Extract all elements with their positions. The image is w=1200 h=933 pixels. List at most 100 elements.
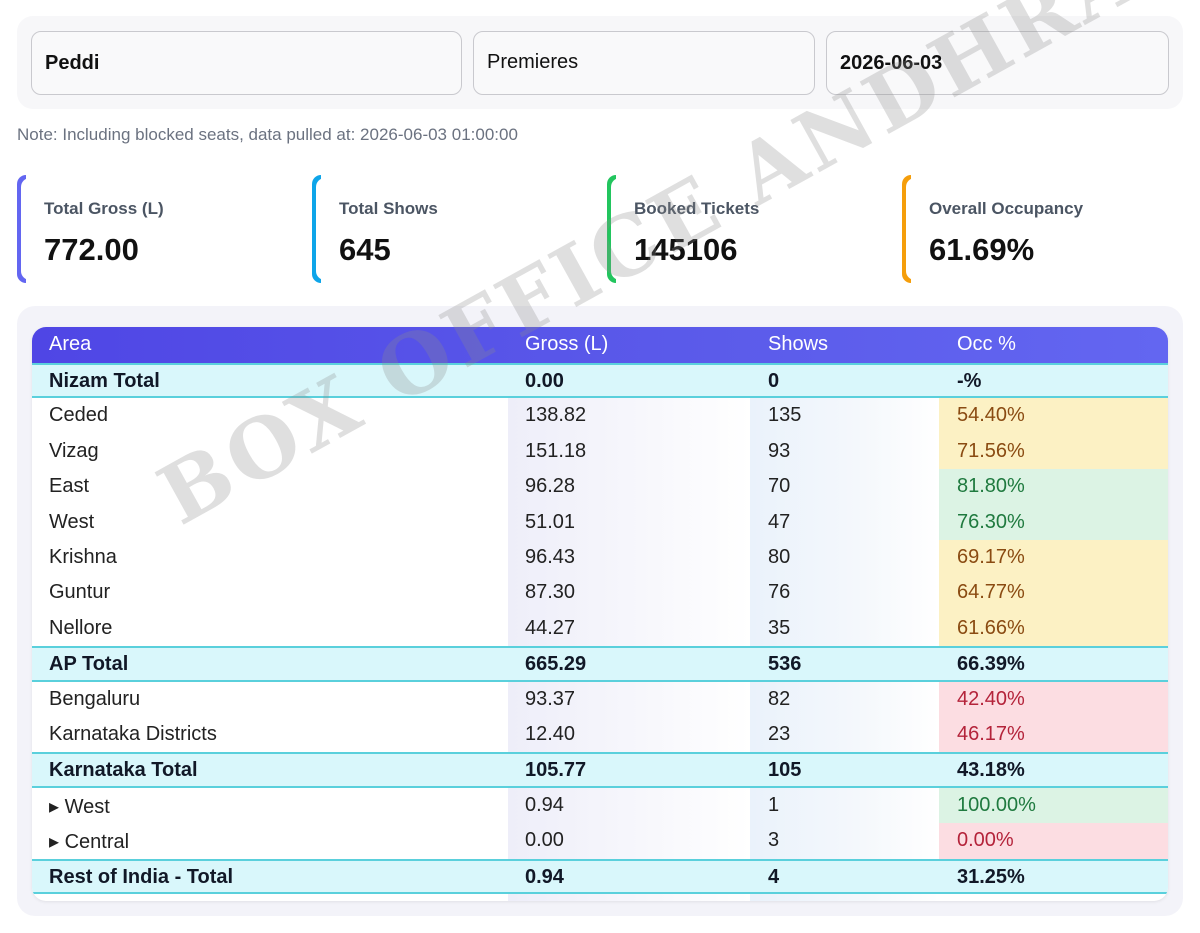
occupancy-highlight bbox=[939, 398, 1168, 434]
header-gross[interactable]: Gross (L) bbox=[525, 333, 609, 355]
card-value: 772.00 bbox=[44, 232, 139, 267]
table-row: Vizag 151.18 93 71.56% bbox=[32, 433, 1168, 470]
cell-area: Karnataka Total bbox=[49, 759, 198, 782]
cell-occupancy: 81.80% bbox=[957, 475, 1025, 498]
occupancy-highlight bbox=[939, 540, 1168, 576]
date-input[interactable]: 2026-06-03 bbox=[826, 31, 1169, 95]
occupancy-highlight bbox=[939, 610, 1168, 647]
card-label: Total Shows bbox=[339, 199, 438, 218]
overall-occupancy-card: Overall Occupancy 61.69% bbox=[902, 175, 1182, 283]
cell-gross: 51.01 bbox=[525, 510, 576, 533]
cell-occupancy: 54.40% bbox=[957, 404, 1025, 427]
cell-gross: 96.43 bbox=[525, 546, 576, 568]
cell-area: ▸ Central bbox=[49, 831, 130, 854]
card-value: 61.69% bbox=[929, 232, 1035, 267]
table-row: West 51.01 47 76.30% bbox=[32, 504, 1168, 540]
cell-gross: 44.27 bbox=[525, 616, 576, 639]
cell-area: Krishna bbox=[49, 546, 117, 568]
header-shows[interactable]: Shows bbox=[768, 333, 829, 355]
cell-shows: 0 bbox=[768, 370, 780, 392]
cell-occupancy: 76.30% bbox=[957, 510, 1025, 533]
cell-occupancy: 0.00% bbox=[957, 829, 1014, 852]
cell-area: East bbox=[49, 475, 90, 498]
cell-shows: 47 bbox=[768, 510, 791, 533]
card-value: 145106 bbox=[634, 232, 738, 267]
booked-tickets-card: Booked Tickets 145106 bbox=[607, 175, 887, 283]
cell-area: Bengaluru bbox=[49, 687, 141, 710]
card-value: 645 bbox=[339, 232, 391, 267]
occupancy-highlight bbox=[939, 823, 1168, 859]
header-area[interactable]: Area bbox=[49, 333, 92, 355]
table-total-row: Karnataka Total 105.77 105 43.18% bbox=[32, 752, 1168, 788]
table-row: ▸ Central 0.00 3 0.00% bbox=[32, 823, 1168, 859]
table-row: East 96.28 70 81.80% bbox=[32, 469, 1168, 505]
table-row: Bengaluru 93.37 82 42.40% bbox=[32, 681, 1168, 717]
shows-column-shade bbox=[750, 363, 939, 901]
table-panel: Area Gross (L) Shows Occ % Nizam Total 0.… bbox=[17, 306, 1183, 916]
occupancy-highlight bbox=[939, 717, 1168, 753]
cell-shows: 35 bbox=[768, 616, 791, 639]
cell-area: ▸ West bbox=[49, 795, 110, 818]
cell-gross: 665.29 bbox=[525, 653, 587, 676]
table-row: Karnataka Districts 12.40 23 46.17% bbox=[32, 717, 1168, 753]
cell-gross: 0.94 bbox=[525, 865, 564, 888]
cell-area: Ceded bbox=[49, 404, 108, 427]
cell-area: Vizag bbox=[49, 439, 99, 462]
card-accent bbox=[607, 175, 623, 283]
cell-shows: 23 bbox=[768, 723, 791, 745]
cell-shows: 135 bbox=[768, 404, 802, 427]
cell-occupancy: 71.56% bbox=[957, 439, 1025, 462]
cell-shows: 76 bbox=[768, 581, 791, 604]
cell-shows: 4 bbox=[768, 865, 780, 888]
header-occupancy[interactable]: Occ % bbox=[957, 333, 1016, 355]
occupancy-highlight bbox=[939, 575, 1168, 611]
table-header: Area Gross (L) Shows Occ % bbox=[32, 327, 1168, 363]
cell-occupancy: 69.17% bbox=[957, 546, 1025, 568]
cell-gross: 151.18 bbox=[525, 439, 587, 462]
table-total-row: Rest of India - Total 0.94 4 31.25% bbox=[32, 858, 1168, 894]
card-accent bbox=[902, 175, 918, 283]
movie-select[interactable]: Peddi bbox=[31, 31, 462, 95]
cell-occupancy: 61.66% bbox=[957, 616, 1025, 639]
table-row: Guntur 87.30 76 64.77% bbox=[32, 575, 1168, 611]
cell-shows: 70 bbox=[768, 475, 791, 498]
cell-shows: 3 bbox=[768, 829, 780, 852]
cell-shows: 80 bbox=[768, 546, 791, 568]
occupancy-highlight bbox=[939, 469, 1168, 505]
cell-occupancy: 42.40% bbox=[957, 687, 1025, 710]
filter-bar: Peddi Premieres 2026-06-03 bbox=[17, 16, 1183, 109]
cell-area: Guntur bbox=[49, 581, 111, 604]
card-accent bbox=[17, 175, 33, 283]
cell-shows: 93 bbox=[768, 439, 791, 462]
cell-shows: 1 bbox=[768, 793, 780, 816]
occupancy-highlight bbox=[939, 681, 1168, 717]
cell-area: Rest of India - Total bbox=[49, 865, 234, 888]
cell-occupancy: 46.17% bbox=[957, 723, 1025, 745]
cell-occupancy: 31.25% bbox=[957, 865, 1025, 888]
cell-shows: 536 bbox=[768, 653, 802, 676]
cell-occupancy: 43.18% bbox=[957, 759, 1025, 782]
cell-area: West bbox=[49, 510, 95, 533]
cell-area: Karnataka Districts bbox=[49, 723, 217, 745]
table-row: Ceded 138.82 135 54.40% bbox=[32, 398, 1168, 434]
cell-gross: 0.94 bbox=[525, 793, 564, 816]
cell-shows: 105 bbox=[768, 759, 802, 782]
collections-table: Area Gross (L) Shows Occ % Nizam Total 0.… bbox=[32, 327, 1168, 901]
cell-gross: 96.28 bbox=[525, 475, 576, 498]
total-gross-card: Total Gross (L) 772.00 bbox=[17, 175, 297, 283]
cell-gross: 0.00 bbox=[525, 370, 564, 392]
cell-area: Nellore bbox=[49, 616, 113, 639]
occupancy-highlight bbox=[939, 787, 1168, 824]
cell-shows: 82 bbox=[768, 687, 791, 710]
cell-occupancy: -% bbox=[957, 370, 982, 392]
card-label: Total Gross (L) bbox=[44, 199, 164, 218]
cell-area: Nizam Total bbox=[49, 370, 160, 392]
show-type-select[interactable]: Premieres bbox=[473, 31, 815, 95]
table-row: Krishna 96.43 80 69.17% bbox=[32, 540, 1168, 576]
table-row: ▸ West 0.94 1 100.00% bbox=[32, 787, 1168, 824]
cell-area: AP Total bbox=[49, 653, 129, 676]
cell-gross: 12.40 bbox=[525, 723, 576, 745]
cell-occupancy: 66.39% bbox=[957, 653, 1025, 676]
table-total-row: Nizam Total 0.00 0 -% bbox=[32, 363, 1168, 399]
cell-gross: 105.77 bbox=[525, 759, 587, 782]
